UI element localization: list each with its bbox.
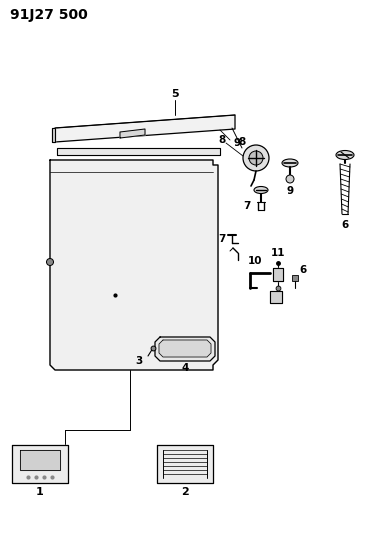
- Text: 4: 4: [181, 363, 189, 373]
- Text: 3: 3: [135, 356, 143, 366]
- Text: 6: 6: [300, 265, 307, 275]
- Polygon shape: [20, 450, 60, 470]
- Text: 7: 7: [243, 201, 251, 211]
- Polygon shape: [57, 148, 220, 155]
- Text: 2: 2: [181, 487, 189, 497]
- Polygon shape: [270, 291, 282, 303]
- Polygon shape: [50, 160, 218, 370]
- Circle shape: [47, 259, 54, 265]
- Ellipse shape: [254, 187, 268, 193]
- Polygon shape: [52, 128, 55, 142]
- Polygon shape: [120, 129, 145, 138]
- Ellipse shape: [282, 159, 298, 167]
- Polygon shape: [155, 337, 215, 361]
- Text: 8: 8: [238, 137, 245, 147]
- Text: 11: 11: [271, 248, 285, 258]
- Circle shape: [243, 145, 269, 171]
- Text: 7: 7: [218, 234, 226, 244]
- Text: 1: 1: [36, 487, 44, 497]
- Polygon shape: [159, 340, 211, 357]
- Text: 91J27 500: 91J27 500: [10, 8, 88, 22]
- Polygon shape: [12, 445, 68, 483]
- Text: 9: 9: [233, 138, 240, 148]
- Circle shape: [286, 175, 294, 183]
- Text: 9: 9: [287, 186, 294, 196]
- Polygon shape: [273, 268, 283, 281]
- Text: 10: 10: [248, 256, 262, 266]
- Text: 5: 5: [171, 89, 179, 99]
- Ellipse shape: [336, 150, 354, 159]
- Circle shape: [249, 151, 263, 165]
- Polygon shape: [55, 115, 235, 142]
- Polygon shape: [157, 445, 213, 483]
- Text: 6: 6: [341, 220, 349, 230]
- Text: 8: 8: [219, 135, 226, 145]
